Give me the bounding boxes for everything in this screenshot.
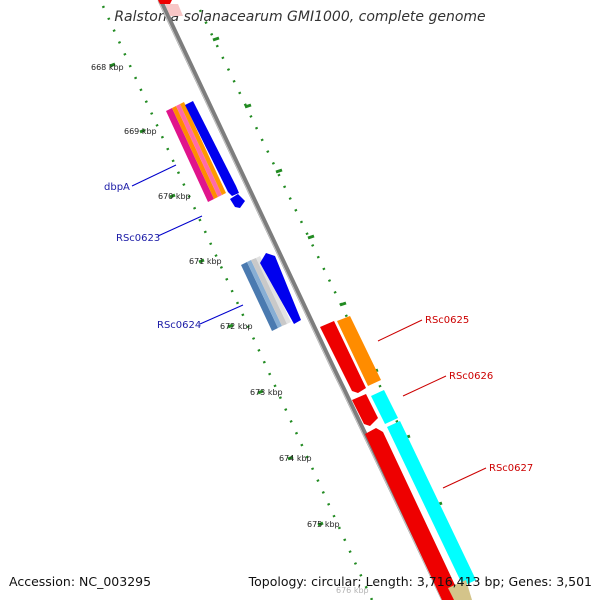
feature-RSc0626-red	[352, 394, 378, 426]
genome-backbone-highlight	[157, 0, 443, 600]
feature-dbpA-stack	[166, 102, 226, 202]
feature-RSc0624-stack	[241, 256, 291, 331]
map-title: Ralstonia solanacearum GMI1000, complete…	[114, 9, 486, 25]
feature-RSc0626-cyan	[371, 390, 398, 424]
feature-RSc0625-orange	[337, 316, 381, 386]
tick-label-671: 671 kbp	[189, 257, 222, 266]
tick-label-675: 675 kbp	[307, 520, 340, 529]
leader-RSc0626	[402, 375, 447, 397]
tick-label-670: 670 kbp	[158, 192, 191, 201]
feature-RSc0623-arrow	[230, 194, 245, 208]
feature-RSc0625-red	[320, 321, 366, 393]
gene-label-RSc0623[interactable]: RSc0623	[116, 233, 160, 244]
leader-RSc0625	[377, 319, 423, 342]
leader-dbpA	[131, 164, 177, 187]
gene-label-RSc0626[interactable]: RSc0626	[449, 371, 493, 382]
feature-top-pink	[165, 4, 183, 16]
feature-bottom-tan	[448, 580, 472, 600]
feature-RSc0624-arrow	[260, 253, 301, 324]
leader-RSc0627	[442, 467, 487, 489]
leader-RSc0623	[157, 215, 203, 237]
feature-RSc0627-cyan	[387, 421, 476, 586]
tick-label-672: 672 kbp	[220, 322, 253, 331]
scale-ticks	[109, 62, 324, 527]
tick-label-676: 676 kbp	[336, 586, 369, 595]
gene-label-RSc0627[interactable]: RSc0627	[489, 463, 533, 474]
accession-text: Accession: NC_003295	[9, 574, 152, 589]
tick-label-669: 669 kbp	[124, 127, 157, 136]
scale-tick-labels: 668 kbp 669 kbp 670 kbp 671 kbp 672 kbp …	[91, 63, 369, 595]
tick-label-668: 668 kbp	[91, 63, 124, 72]
feature-dbpA-arrow	[185, 101, 239, 196]
gene-label-dbpA[interactable]: dbpA	[104, 182, 130, 193]
genome-summary-text: Topology: circular; Length: 3,716,413 bp…	[248, 574, 592, 589]
feature-top-red	[158, 0, 172, 4]
gene-label-RSc0624[interactable]: RSc0624	[157, 320, 201, 331]
scale-ticks-right	[212, 36, 443, 507]
leader-RSc0624	[199, 304, 244, 325]
genome-backbone	[157, 0, 447, 600]
feature-RSc0627-red	[365, 428, 462, 600]
tick-label-673: 673 kbp	[250, 388, 283, 397]
scale-dotted-line-left	[101, 5, 374, 600]
tick-label-674: 674 kbp	[279, 454, 312, 463]
gene-label-RSc0625[interactable]: RSc0625	[425, 315, 469, 326]
